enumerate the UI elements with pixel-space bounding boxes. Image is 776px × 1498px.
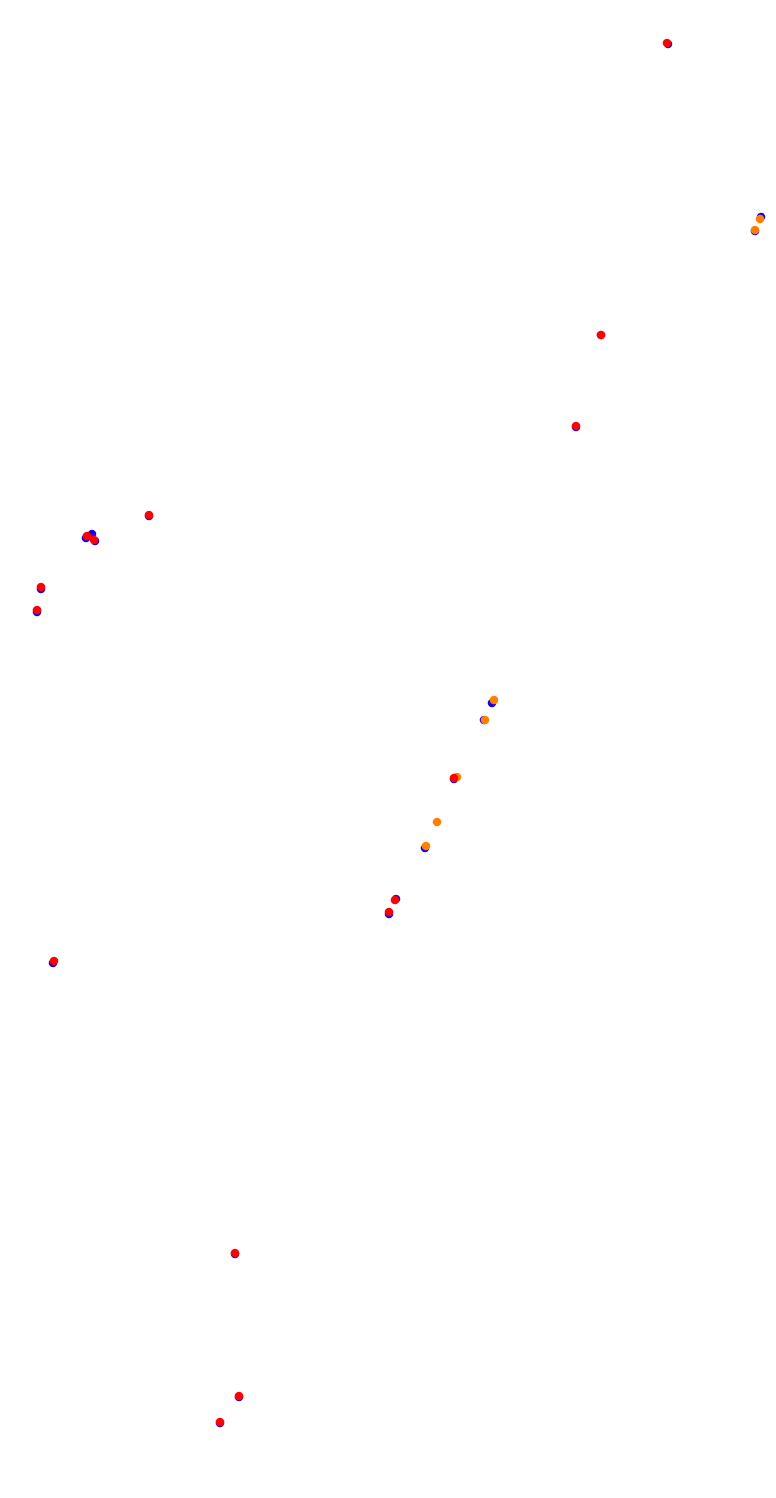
point — [36, 582, 46, 592]
point — [421, 841, 431, 851]
point — [449, 773, 459, 783]
point — [432, 817, 442, 827]
point — [480, 715, 490, 725]
point — [755, 214, 765, 224]
point — [215, 1417, 225, 1427]
point — [390, 895, 400, 905]
point — [750, 225, 760, 235]
point — [596, 330, 606, 340]
point — [82, 531, 92, 541]
point — [32, 605, 42, 615]
point — [234, 1391, 244, 1401]
point — [571, 421, 581, 431]
point — [49, 956, 59, 966]
point — [230, 1248, 240, 1258]
point — [144, 510, 154, 520]
point — [489, 695, 499, 705]
point — [89, 535, 99, 545]
point — [384, 907, 394, 917]
point — [662, 38, 672, 48]
